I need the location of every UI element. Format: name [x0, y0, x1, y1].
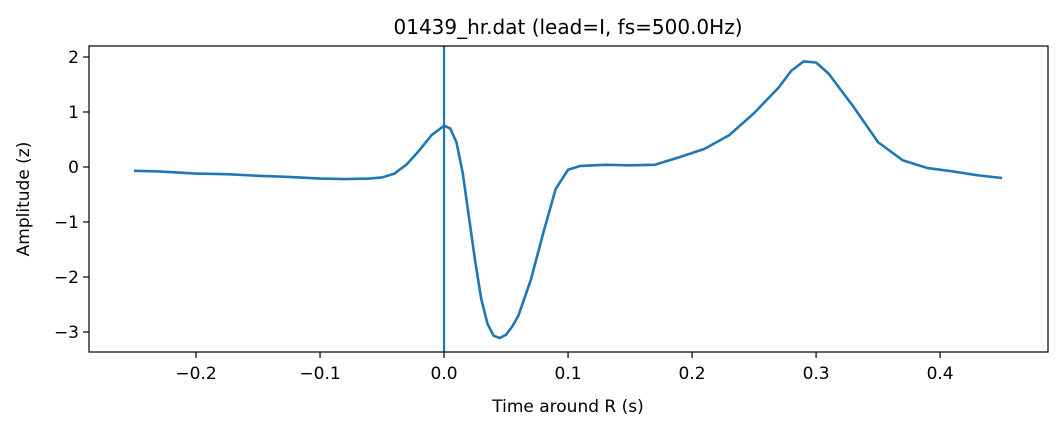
y-axis-label: Amplitude (z)	[14, 142, 34, 257]
y-tick-label: −1	[54, 213, 79, 233]
y-tick-label: 0	[68, 158, 79, 178]
x-axis-label: Time around R (s)	[491, 397, 644, 417]
y-tick-label: 1	[68, 103, 79, 123]
x-tick-label: −0.2	[175, 364, 216, 384]
x-tick-label: 0.3	[803, 364, 830, 384]
y-tick-label: −2	[54, 268, 79, 288]
line-series	[133, 60, 1003, 340]
x-tick-label: 0.4	[927, 364, 954, 384]
y-tick-label: −3	[54, 323, 79, 343]
x-tick-label: 0.1	[555, 364, 582, 384]
axes-frame	[88, 45, 1049, 353]
x-tick-label: −0.1	[299, 364, 340, 384]
chart-title: 01439_hr.dat (lead=I, fs=500.0Hz)	[394, 15, 743, 39]
x-tick-label: 0.2	[679, 364, 706, 384]
x-tick-label: 0.0	[431, 364, 458, 384]
y-tick-label: 2	[68, 48, 79, 68]
